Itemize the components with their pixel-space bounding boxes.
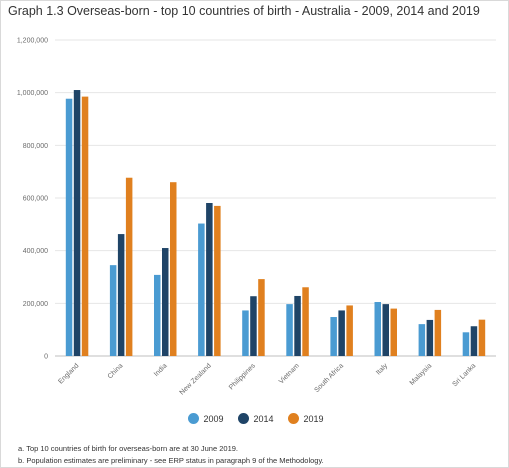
bar-chart: 0 200,000 400,000 600,000 800,000 1,000,000 1,… xyxy=(17,38,496,397)
bar-2014[interactable] xyxy=(294,295,301,356)
bar-2019[interactable] xyxy=(434,309,442,356)
bar-2014[interactable] xyxy=(382,304,390,356)
legend-label: 2009 xyxy=(203,413,224,424)
bar-2014[interactable] xyxy=(117,234,125,356)
bars xyxy=(65,90,486,357)
y-tick-label: 800,000 xyxy=(23,143,48,150)
bar-2014[interactable] xyxy=(338,310,345,356)
bar-2019[interactable] xyxy=(170,182,177,356)
bar-2019[interactable] xyxy=(258,279,265,356)
x-tick-label: New Zealand xyxy=(179,362,213,396)
y-tick-label: 400,000 xyxy=(23,248,48,255)
bar-2009[interactable] xyxy=(286,304,293,356)
y-tick-label: 200,000 xyxy=(23,301,48,308)
legend-swatch xyxy=(287,413,299,424)
bar-2014[interactable] xyxy=(470,326,478,356)
bar-2014[interactable] xyxy=(206,203,213,356)
bar-2009[interactable] xyxy=(462,332,470,356)
legend-swatch xyxy=(187,413,199,424)
x-tick-label: China xyxy=(107,362,125,380)
bar-2009[interactable] xyxy=(65,98,73,357)
chart-title: Graph 1.3 Overseas-born - top 10 countri… xyxy=(8,4,480,18)
legend-label: 2019 xyxy=(303,413,324,424)
bar-2014[interactable] xyxy=(162,248,169,356)
x-tick-label: Sri Lanka xyxy=(451,362,477,388)
legend-item-2009[interactable]: 2009 xyxy=(187,413,224,424)
bar-2019[interactable] xyxy=(125,177,133,356)
legend-item-2014[interactable]: 2014 xyxy=(237,413,274,424)
y-tick-label: 1,000,000 xyxy=(17,90,48,97)
legend-swatch xyxy=(237,413,249,424)
legend-item-2019[interactable]: 2019 xyxy=(287,413,324,424)
bar-2009[interactable] xyxy=(418,324,426,356)
bar-2014[interactable] xyxy=(250,296,257,356)
footnotes: a. Top 10 countries of birth for oversea… xyxy=(18,443,324,467)
bar-2019[interactable] xyxy=(81,96,89,356)
y-tick-label: 600,000 xyxy=(23,196,48,203)
legend: 2009 2014 2019 xyxy=(0,413,509,429)
x-tick-label: England xyxy=(57,362,80,385)
x-tick-label: India xyxy=(153,362,169,378)
footnote-b: b. Population estimates are preliminary … xyxy=(18,456,324,465)
bar-2014[interactable] xyxy=(73,90,81,357)
x-tick-label: South Africa xyxy=(313,362,345,394)
bar-2009[interactable] xyxy=(198,223,205,356)
x-tick-label: Italy xyxy=(375,362,389,376)
bar-2014[interactable] xyxy=(426,319,434,356)
bar-2009[interactable] xyxy=(109,265,117,356)
footnote-a: a. Top 10 countries of birth for oversea… xyxy=(18,444,238,453)
bar-2019[interactable] xyxy=(346,305,353,356)
x-tick-label: Malaysia xyxy=(409,362,434,387)
y-tick-label: 0 xyxy=(44,354,48,361)
legend-label: 2014 xyxy=(253,413,274,424)
bar-2019[interactable] xyxy=(478,319,486,356)
bar-2009[interactable] xyxy=(330,317,337,356)
bar-2019[interactable] xyxy=(214,205,221,356)
y-tick-label: 1,200,000 xyxy=(17,38,48,45)
bar-2009[interactable] xyxy=(374,302,382,356)
bar-2009[interactable] xyxy=(242,310,249,356)
bar-2019[interactable] xyxy=(302,287,309,356)
y-axis: 0 200,000 400,000 600,000 800,000 1,000,000 1,… xyxy=(17,38,48,361)
x-tick-label: Philippines xyxy=(228,362,257,391)
x-tick-label: Vietnam xyxy=(278,362,301,385)
x-axis: England China India New Zealand Philippines V… xyxy=(57,362,477,396)
bar-2009[interactable] xyxy=(154,274,161,356)
bar-2019[interactable] xyxy=(390,308,398,356)
